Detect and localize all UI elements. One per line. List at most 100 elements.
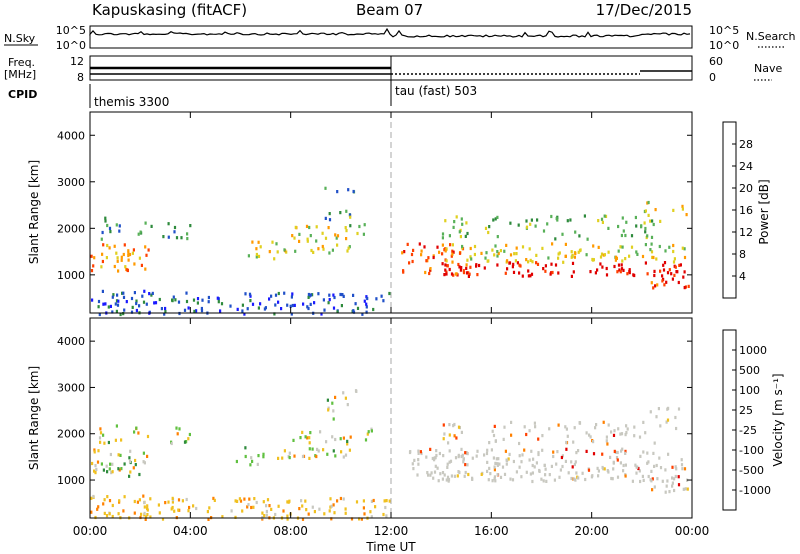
range-gate-cell	[644, 209, 647, 213]
range-gate-cell	[96, 460, 100, 464]
range-gate-cell	[505, 243, 508, 247]
range-gate-cell	[259, 245, 262, 249]
range-gate-cell	[491, 429, 494, 433]
range-gate-cell	[571, 465, 574, 469]
range-gate-cell	[356, 306, 360, 310]
range-gate-cell	[451, 243, 454, 247]
range-gate-cell	[417, 451, 420, 455]
range-gate-cell	[601, 465, 604, 470]
range-gate-cell	[677, 280, 680, 285]
range-gate-cell	[423, 245, 426, 249]
range-gate-cell	[523, 448, 526, 452]
range-gate-cell	[570, 274, 573, 278]
range-gate-cell	[299, 436, 302, 440]
range-gate-cell	[462, 269, 465, 273]
range-gate-cell	[167, 222, 170, 226]
range-gate-cell	[326, 398, 329, 402]
range-gate-cell	[420, 253, 423, 257]
range-gate-cell	[101, 252, 104, 256]
range-gate-cell	[117, 453, 120, 457]
range-gate-cell	[636, 252, 639, 256]
x-tick-label: 00:00	[675, 524, 710, 538]
range-gate-cell	[243, 497, 246, 501]
range-gate-cell	[369, 510, 372, 514]
range-gate-cell	[280, 307, 283, 311]
range-gate-cell	[546, 222, 549, 226]
range-gate-cell	[679, 263, 682, 267]
range-gate-cell	[193, 309, 196, 313]
range-gate-cell	[635, 224, 638, 228]
range-gate-cell	[665, 280, 668, 284]
range-gate-cell	[252, 505, 255, 509]
range-gate-cell	[92, 264, 95, 268]
range-gate-cell	[460, 447, 463, 451]
range-gate-cell	[289, 304, 292, 308]
range-gate-cell	[625, 431, 628, 435]
range-gate-cell	[137, 431, 140, 435]
range-gate-cell	[659, 219, 662, 223]
range-gate-cell	[291, 292, 294, 296]
range-gate-cell	[570, 255, 573, 259]
range-gate-cell	[370, 499, 373, 503]
range-gate-cell	[572, 440, 575, 444]
range-gate-cell	[144, 267, 147, 271]
range-gate-cell	[465, 263, 468, 267]
range-gate-cell	[149, 497, 152, 501]
range-gate-cell	[626, 272, 629, 276]
range-gate-cell	[486, 259, 489, 263]
range-gate-cell	[577, 250, 580, 254]
range-gate-cell	[652, 286, 655, 290]
range-gate-cell	[206, 510, 209, 514]
range-gate-cell	[326, 452, 329, 456]
range-gate-cell	[620, 233, 623, 238]
colorbar-tick-label: -100	[739, 444, 764, 457]
range-gate-cell	[142, 494, 145, 498]
range-gate-cell	[388, 291, 391, 296]
range-gate-cell	[649, 410, 652, 414]
range-gate-cell	[515, 246, 518, 250]
range-gate-cell	[600, 252, 604, 256]
range-gate-cell	[493, 468, 496, 472]
range-gate-cell	[441, 262, 444, 266]
range-gate-cell	[643, 221, 646, 225]
range-gate-cell	[599, 262, 602, 266]
range-gate-cell	[255, 252, 258, 257]
range-gate-cell	[654, 284, 657, 288]
range-gate-cell	[208, 506, 211, 510]
range-gate-cell	[105, 256, 108, 260]
range-gate-cell	[536, 262, 540, 266]
range-gate-cell	[581, 471, 584, 475]
range-gate-cell	[661, 274, 664, 278]
range-gate-cell	[183, 440, 187, 444]
range-gate-cell	[328, 251, 331, 255]
range-gate-cell	[585, 449, 588, 453]
range-gate-cell	[236, 307, 239, 311]
range-gate-cell	[544, 467, 547, 471]
range-gate-cell	[664, 249, 667, 253]
range-gate-cell	[671, 476, 674, 480]
range-gate-cell	[352, 189, 355, 194]
range-gate-cell	[444, 219, 447, 223]
range-gate-cell	[431, 456, 434, 461]
range-gate-cell	[346, 403, 349, 407]
range-gate-cell	[133, 499, 136, 504]
range-gate-cell	[491, 479, 494, 483]
range-gate-cell	[142, 460, 145, 464]
range-gate-cell	[305, 224, 309, 228]
nave-label: Nave	[754, 62, 782, 75]
range-gate-cell	[328, 293, 331, 297]
range-gate-cell	[624, 433, 627, 437]
range-gate-cell	[578, 234, 581, 238]
range-gate-cell	[143, 505, 146, 509]
range-gate-cell	[624, 449, 627, 453]
range-gate-cell	[564, 425, 567, 429]
range-gate-cell	[128, 459, 132, 464]
range-gate-cell	[616, 450, 619, 455]
range-gate-cell	[271, 240, 274, 244]
range-gate-cell	[115, 299, 119, 303]
range-gate-cell	[173, 230, 176, 234]
range-gate-cell	[111, 503, 114, 508]
range-gate-cell	[283, 291, 286, 295]
range-gate-cell	[363, 223, 366, 227]
range-gate-cell	[370, 515, 373, 519]
